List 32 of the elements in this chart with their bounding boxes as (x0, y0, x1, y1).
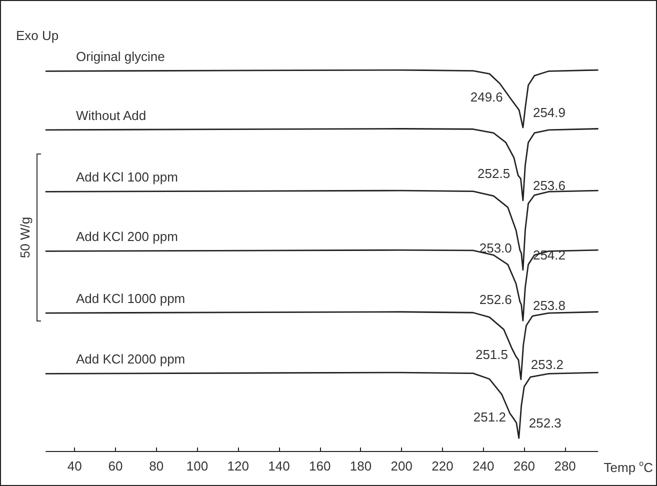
series-label: Add KCl 200 ppm (76, 229, 178, 244)
series-label: Without Add (76, 108, 146, 123)
x-tick-label: 120 (227, 458, 249, 474)
x-tick-label: 100 (186, 458, 208, 474)
series-label: Add KCl 1000 ppm (76, 291, 186, 306)
annotation: 253.2 (530, 356, 564, 372)
x-tick-label: 260 (513, 458, 536, 474)
x-tick-label: 60 (108, 458, 123, 474)
annotation: 252.6 (479, 292, 512, 308)
x-tick-label: 220 (432, 458, 454, 474)
x-tick-label: 240 (472, 458, 494, 474)
annotation: 249.6 (470, 89, 503, 104)
x-tick-label: 40 (67, 458, 82, 474)
annotation: 253.6 (532, 178, 566, 193)
x-tick-label: 280 (554, 458, 576, 474)
series-label: Add KCl 100 ppm (76, 170, 178, 185)
annotation: 254.9 (532, 105, 566, 120)
annotation: 251.2 (473, 410, 506, 425)
text: Exo Up (16, 28, 59, 43)
x-tick-label: 160 (308, 458, 331, 474)
x-tick-label: 180 (350, 458, 372, 474)
text: 50 W/g (18, 216, 32, 258)
series-label: Original glycine (76, 49, 165, 64)
x-tick-label: 200 (390, 458, 412, 474)
x-tick-label: 80 (149, 458, 164, 474)
annotation: 251.5 (475, 347, 508, 362)
annotation: 252.3 (528, 416, 562, 431)
annotation: 253.8 (532, 298, 566, 314)
x-tick-label: 140 (268, 458, 290, 474)
series-label: Add KCl 2000 ppm (76, 352, 186, 367)
annotation: 252.5 (478, 166, 510, 181)
annotation: 253.0 (479, 240, 512, 256)
